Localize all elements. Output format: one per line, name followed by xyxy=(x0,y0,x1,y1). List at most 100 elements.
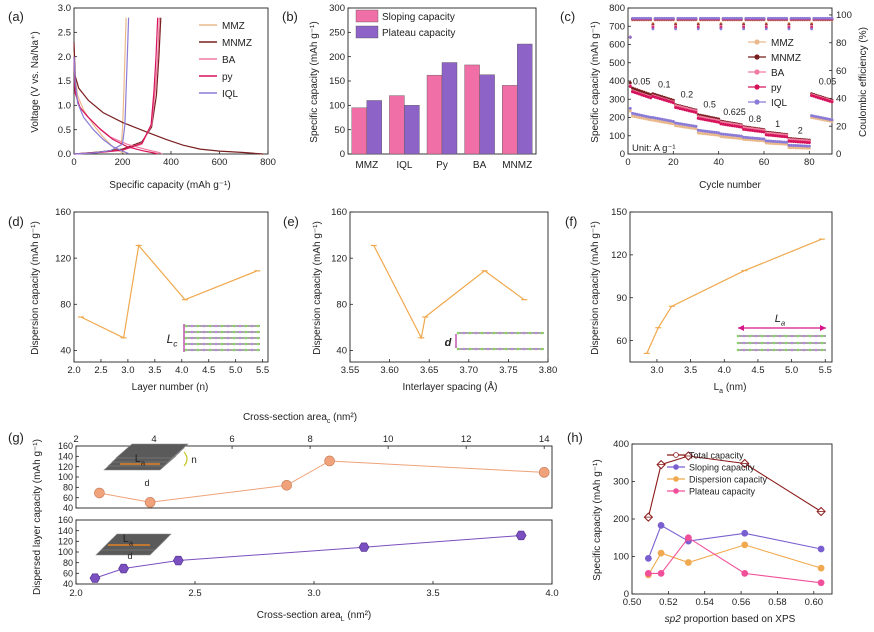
x-tick-label: 3.65 xyxy=(420,365,439,376)
capacity-point-py xyxy=(714,120,718,124)
capacity-point-py xyxy=(746,128,750,132)
y-tick-label: 100 xyxy=(58,547,73,557)
data-point xyxy=(741,541,749,549)
atom-dot xyxy=(244,348,248,352)
capacity-point-py xyxy=(755,129,759,133)
data-point xyxy=(515,530,527,541)
y-tick-label: 140 xyxy=(58,452,73,462)
efficiency-point-IQL xyxy=(755,16,759,20)
capacity-point-MMZ xyxy=(794,146,798,150)
legend-label: Sloping capacity xyxy=(689,463,755,473)
bar-BA-plateau xyxy=(479,74,495,155)
capacity-point-IQL xyxy=(767,139,771,143)
x-tick-label: 0 xyxy=(71,157,76,168)
efficiency-point-IQL xyxy=(665,16,668,20)
data-point xyxy=(741,569,749,577)
atom-dot xyxy=(456,347,460,351)
data-point xyxy=(538,467,550,478)
x-tick-label: 3.75 xyxy=(499,365,518,376)
legend-marker xyxy=(673,464,679,470)
x-axis-label: La (nm) xyxy=(714,382,747,395)
efficiency-point-IQL xyxy=(690,16,693,20)
capacity-point-MMZ xyxy=(642,116,646,120)
x-tick-label: 3.0 xyxy=(121,365,134,376)
unit-note: Unit: A g⁻¹ xyxy=(632,143,676,154)
legend-swatch xyxy=(355,25,379,39)
atom-dot xyxy=(256,336,260,340)
capacity-point-py xyxy=(685,108,689,112)
capacity-point-IQL xyxy=(692,124,696,128)
data-point xyxy=(817,545,825,553)
atom-dot xyxy=(208,336,212,340)
atom-dot xyxy=(196,342,200,346)
capacity-point-MMZ xyxy=(714,133,718,137)
atom-dot xyxy=(238,342,242,346)
inset-label: Lc xyxy=(167,332,179,349)
efficiency-point-IQL xyxy=(715,16,718,20)
series-line xyxy=(99,460,545,503)
data-point xyxy=(817,579,825,587)
capacity-point-IQL xyxy=(780,140,784,144)
capacity-point-IQL xyxy=(746,136,750,140)
capacity-point-MMZ xyxy=(807,146,811,150)
efficiency-point-IQL xyxy=(751,16,755,20)
atom-dot xyxy=(196,348,200,352)
capacity-point-MMZ xyxy=(633,115,637,119)
atom-dot xyxy=(820,348,824,352)
capacity-point-IQL xyxy=(764,139,768,143)
atom-dot xyxy=(238,336,242,340)
atom-dot xyxy=(256,330,260,334)
efficiency-point-IQL xyxy=(671,16,675,20)
panel-label: (e) xyxy=(283,214,299,229)
capacity-point-py xyxy=(807,141,811,145)
panel-label: (d) xyxy=(8,214,24,229)
capacity-point-IQL xyxy=(821,116,825,120)
capacity-point-IQL xyxy=(655,116,659,120)
capacity-point-py xyxy=(812,94,816,98)
efficiency-point-IQL xyxy=(710,16,714,20)
capacity-point-IQL xyxy=(739,134,743,138)
legend-label: Plateau capacity xyxy=(382,28,455,39)
capacity-point-IQL xyxy=(791,143,795,147)
y-tick-label: 100 xyxy=(609,131,625,142)
atom-dot xyxy=(190,324,194,328)
atom-dot xyxy=(820,341,824,345)
capacity-point-IQL xyxy=(757,137,761,141)
capacity-point-IQL xyxy=(635,112,639,116)
y-axis-label: Dispersion capacity (mAh g⁻¹) xyxy=(312,221,323,355)
atom-dot xyxy=(250,336,254,340)
figure-root: 0 200 400 600 8000.00.51.01.52.02.53.0(a)Spe… xyxy=(8,3,869,625)
legend-marker xyxy=(673,476,679,482)
bar-BA-sloping xyxy=(464,64,480,155)
capacity-point-MMZ xyxy=(644,117,648,121)
label-sub: a xyxy=(719,388,723,395)
atom-dot xyxy=(232,330,236,334)
atom-dot xyxy=(220,330,224,334)
capacity-point-IQL xyxy=(810,114,814,118)
capacity-point-py xyxy=(687,109,691,113)
plot-frame xyxy=(73,211,269,363)
category-label: MNMZ xyxy=(502,160,532,171)
atom-dot xyxy=(474,331,478,335)
label-tail: (nm²) xyxy=(330,412,357,423)
capacity-point-py xyxy=(644,94,648,98)
efficiency-point-IQL xyxy=(669,16,673,20)
atom-dot xyxy=(748,341,752,345)
capacity-point-py xyxy=(737,125,741,129)
efficiency-point-IQL xyxy=(796,16,800,20)
bar-MNMZ-plateau xyxy=(517,43,533,155)
data-point xyxy=(817,564,825,572)
x-tick-label: 600 xyxy=(212,157,228,168)
capacity-point-py xyxy=(801,140,805,144)
capacity-point-MMZ xyxy=(631,114,635,118)
label-sub: a xyxy=(781,318,786,327)
x-tick-label: 0.50 xyxy=(623,597,642,608)
atom-dot xyxy=(220,342,224,346)
efficiency-point-IQL xyxy=(753,16,757,20)
capacity-point-MMZ xyxy=(649,118,653,122)
capacity-point-MMZ xyxy=(653,119,657,123)
capacity-point-py xyxy=(816,96,820,100)
capacity-point-MMZ xyxy=(805,146,809,150)
x-axis-label: Specific capacity (mAh g⁻¹) xyxy=(109,180,230,191)
capacity-point-IQL xyxy=(653,116,657,120)
